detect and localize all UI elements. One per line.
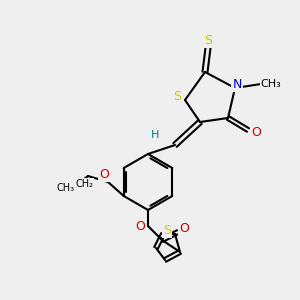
Text: CH₂: CH₂ [75,179,93,189]
Text: O: O [251,127,261,140]
Text: CH₃: CH₃ [261,79,281,89]
Text: S: S [173,89,181,103]
Text: S: S [204,34,212,46]
Text: O: O [99,167,109,181]
Text: N: N [232,77,242,91]
Text: O: O [135,220,145,232]
Text: S: S [163,224,171,236]
Text: CH₃: CH₃ [57,183,75,193]
Text: H: H [151,130,159,140]
Text: O: O [179,221,189,235]
